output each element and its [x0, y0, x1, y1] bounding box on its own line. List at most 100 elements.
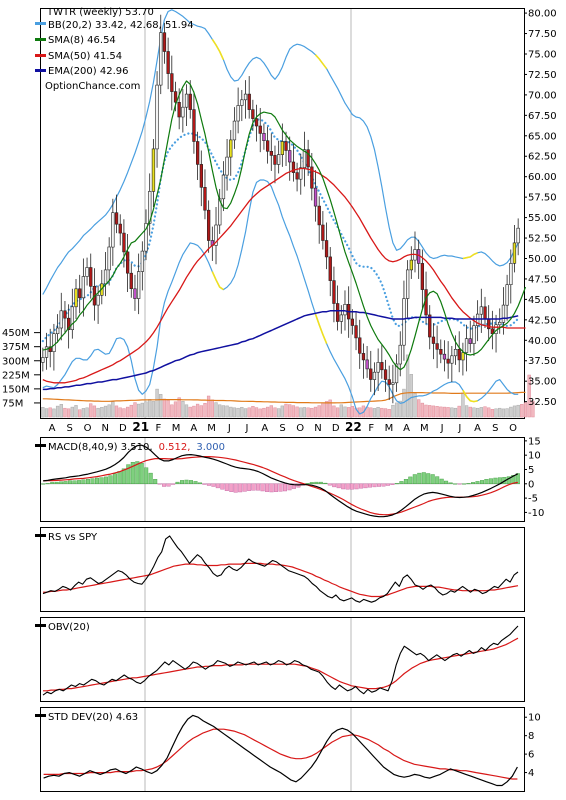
volume-bar-89 — [369, 407, 373, 418]
candle-body-80 — [335, 303, 340, 322]
volume-bar-47 — [214, 402, 218, 418]
month-label-19: M — [385, 423, 394, 434]
candle-body-49 — [221, 174, 226, 200]
volume-bar-53 — [236, 407, 240, 418]
legend-entry-ema200: EMA(200) 42.96 — [35, 66, 128, 77]
bb-squeeze-bb-upper-1 — [314, 54, 328, 70]
candle-body-114 — [461, 352, 465, 361]
month-label-6: F — [156, 423, 162, 434]
std-tick-label-3: 4 — [528, 768, 534, 779]
price-tick-label-14: 45.00 — [528, 295, 557, 306]
macd-hist-bar-69 — [350, 483, 355, 490]
candle-body-34 — [166, 51, 170, 74]
candle-body-86 — [358, 337, 362, 354]
volume-bar-67 — [288, 404, 292, 418]
macd-hist-bar-23 — [144, 467, 149, 485]
candle-body-0 — [41, 357, 45, 363]
candle-body-28 — [144, 223, 148, 252]
macd-hist-bar-33 — [188, 480, 193, 484]
legend-entry-sma8: SMA(8) 46.54 — [35, 35, 116, 46]
volume-bar-44 — [203, 403, 207, 418]
macd-legend: MACD(8,40,9) 3.510, 0.512, 3.000 — [35, 442, 225, 453]
rs-legend-swatch — [35, 534, 46, 537]
candle-body-31 — [155, 84, 159, 150]
macd-legend-label: MACD(8,40,9) 3.510, 0.512, 3.000 — [48, 442, 225, 453]
macd-hist-bar-10 — [85, 479, 90, 484]
macd-hist-bar-35 — [197, 482, 202, 484]
macd-hist-bar-42 — [229, 483, 234, 492]
candle-body-99 — [405, 269, 410, 299]
volume-bar-21 — [118, 407, 122, 418]
volume-bar-60 — [262, 407, 266, 418]
candle-body-6 — [63, 310, 67, 319]
volume-bar-64 — [277, 408, 281, 418]
candle-body-56 — [247, 93, 251, 110]
price-candles — [41, 14, 520, 404]
macd-hist-bar-26 — [157, 483, 162, 485]
macd-hist-bar-72 — [363, 483, 368, 489]
month-label-14: O — [296, 423, 304, 434]
volume-bar-5 — [59, 404, 63, 418]
std-legend-swatch — [35, 714, 46, 717]
chart-title: TWTR (weekly) 53.70 — [46, 7, 154, 18]
volume-bar-69 — [295, 406, 299, 418]
volume-bar-2 — [48, 407, 52, 418]
macd-hist-bar-80 — [399, 481, 404, 484]
macd-hist-bar-11 — [90, 478, 95, 485]
macd-hist-bar-65 — [332, 483, 337, 488]
candle-body-50 — [225, 156, 229, 176]
volume-bar-56 — [247, 407, 251, 418]
volume-bar-97 — [398, 400, 402, 418]
month-label-26: O — [509, 423, 517, 434]
macd-hist-bar-83 — [412, 474, 417, 485]
candle-body-97 — [398, 344, 402, 365]
ema200-line — [42, 310, 519, 391]
price-tick-label-13: 47.50 — [528, 274, 557, 285]
volume-bar-43 — [199, 405, 203, 418]
candle-body-72 — [306, 149, 310, 168]
candle-body-23 — [126, 251, 130, 274]
legend-label-sma50: SMA(50) 41.54 — [48, 51, 122, 62]
volume-bar-46 — [210, 399, 214, 418]
macd-hist-bar-95 — [466, 483, 471, 485]
month-label-0: A — [49, 423, 56, 434]
macd-hist-bar-63 — [323, 482, 328, 485]
volume-bar-121 — [487, 407, 491, 418]
candle-body-37 — [177, 102, 181, 118]
volume-bar-73 — [310, 407, 314, 418]
macd-hist-bar-67 — [341, 483, 346, 490]
candle-body-108 — [439, 348, 443, 355]
macd-hist-bar-75 — [377, 483, 382, 487]
candle-body-41 — [192, 109, 196, 142]
price-tick-label-0: 80.00 — [528, 9, 557, 20]
volume-bar-131 — [523, 402, 528, 418]
volume-bar-38 — [181, 401, 185, 418]
candle-body-98 — [402, 298, 406, 346]
candle-body-9 — [74, 288, 78, 308]
macd-hist-bar-85 — [421, 472, 426, 485]
volume-bar-124 — [498, 407, 502, 418]
volume-bar-106 — [431, 405, 436, 418]
candle-body-42 — [196, 141, 200, 165]
obv-legend-swatch — [35, 624, 46, 627]
price-tick-label-11: 52.50 — [528, 234, 557, 245]
legend-swatch-bb — [35, 22, 46, 25]
std-tick-label-0: 10 — [528, 713, 541, 724]
candle-body-122 — [490, 328, 495, 334]
volume-bar-110 — [446, 407, 450, 418]
macd-hist-bar-14 — [103, 476, 108, 484]
volume-bar-82 — [343, 406, 347, 418]
month-label-17: 22 — [345, 420, 362, 434]
candle-body-109 — [442, 353, 447, 360]
month-label-13: S — [279, 423, 285, 434]
macd-hist-bar-49 — [260, 483, 265, 492]
bb-lower-line — [42, 179, 519, 415]
legend-swatch-ema200 — [35, 69, 46, 72]
macd-hist-bar-27 — [162, 483, 167, 487]
volume-bar-123 — [494, 408, 498, 418]
volume-bar-74 — [313, 406, 318, 418]
price-tick-label-5: 67.50 — [528, 111, 557, 122]
candle-body-27 — [140, 250, 145, 272]
month-label-1: S — [67, 423, 73, 434]
legend-label-bb: BB(20,2) 33.42, 42.68, 51.94 — [48, 20, 194, 31]
